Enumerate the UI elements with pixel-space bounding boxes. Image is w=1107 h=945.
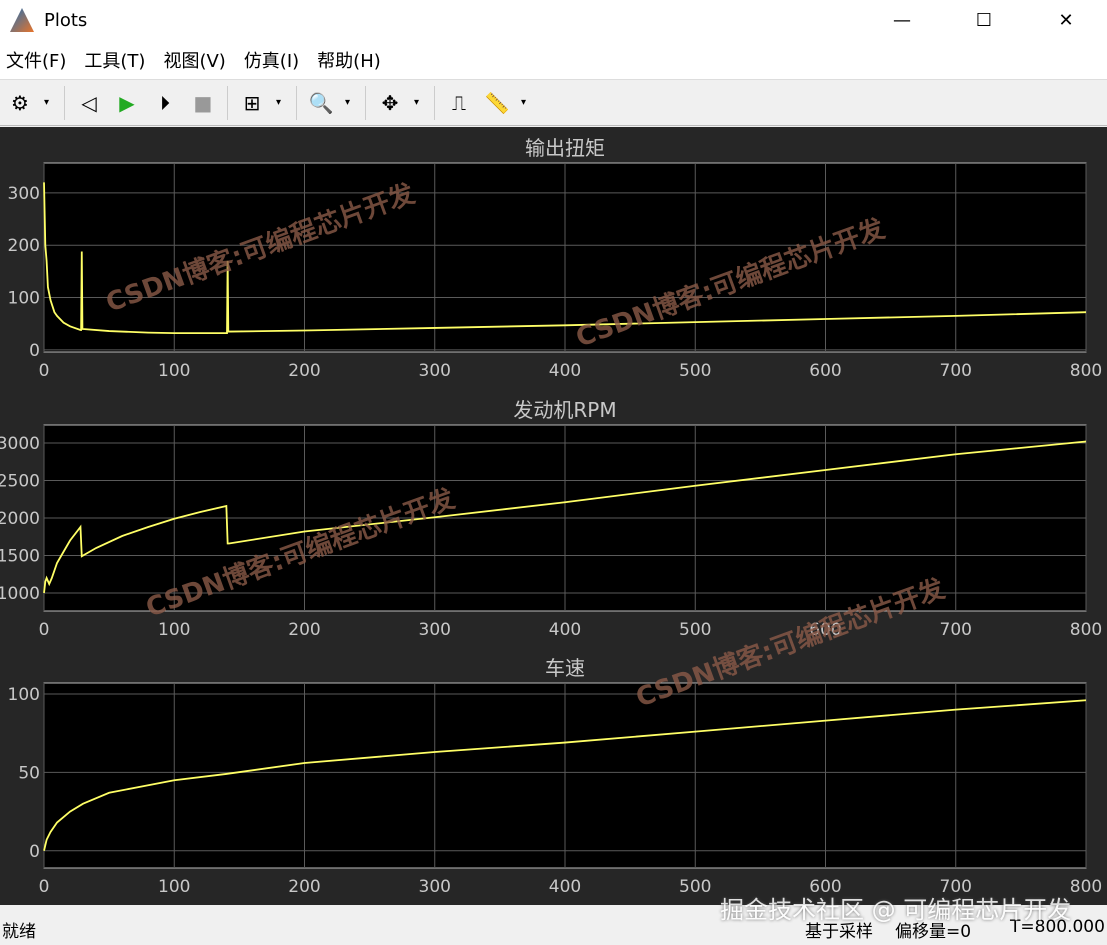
x-tick-label: 300 bbox=[419, 877, 451, 897]
x-tick-label: 200 bbox=[288, 620, 320, 640]
x-tick-label: 0 bbox=[39, 361, 50, 381]
x-tick-label: 600 bbox=[809, 361, 841, 381]
status-offset: 偏移量=0 bbox=[895, 922, 972, 942]
title-bar: Plots — ☐ ✕ bbox=[0, 0, 1107, 40]
x-tick-label: 800 bbox=[1070, 877, 1102, 897]
y-tick-label: 0 bbox=[29, 842, 40, 862]
step-forward-icon[interactable]: ⏵ bbox=[160, 90, 170, 115]
status-bar: 就绪 基于采样 偏移量=0 T=800.000 bbox=[0, 905, 1107, 945]
x-tick-label: 700 bbox=[940, 620, 972, 640]
x-tick-label: 800 bbox=[1070, 620, 1102, 640]
minimize-button[interactable]: — bbox=[893, 9, 911, 31]
y-tick-label: 100 bbox=[8, 685, 40, 705]
menu-view[interactable]: 视图(V) bbox=[163, 50, 226, 72]
dropdown-arrow-icon[interactable]: ▾ bbox=[44, 97, 50, 108]
x-tick-label: 500 bbox=[679, 620, 711, 640]
x-tick-label: 500 bbox=[679, 877, 711, 897]
measure-icon[interactable]: 📏 bbox=[484, 90, 510, 115]
x-tick-label: 300 bbox=[419, 620, 451, 640]
settings-icon[interactable]: ⚙ bbox=[11, 90, 29, 115]
menu-tools[interactable]: 工具(T) bbox=[84, 50, 146, 72]
y-tick-label: 300 bbox=[8, 184, 40, 204]
x-tick-label: 500 bbox=[679, 361, 711, 381]
chart-title: 车速 bbox=[545, 656, 585, 680]
status-ready: 就绪 bbox=[2, 922, 36, 942]
chart-2: 车速 0 100 200 300 400 500 600 700 800 0 50 100 bbox=[8, 656, 1103, 897]
toolbar-separator bbox=[365, 85, 366, 120]
x-tick-label: 300 bbox=[419, 361, 451, 381]
x-tick-label: 400 bbox=[549, 361, 581, 381]
close-button[interactable]: ✕ bbox=[1058, 9, 1074, 31]
stop-icon[interactable]: ■ bbox=[193, 90, 213, 115]
series-line bbox=[43, 440, 1087, 594]
x-tick-label: 100 bbox=[158, 877, 190, 897]
series-line bbox=[43, 699, 1087, 851]
y-tick-label: 3000 bbox=[0, 434, 40, 454]
x-tick-label: 200 bbox=[288, 361, 320, 381]
highlight-block-icon[interactable]: ⊞ bbox=[243, 90, 261, 115]
x-tick-label: 0 bbox=[39, 877, 50, 897]
y-tick-label: 2000 bbox=[0, 509, 40, 529]
chart-title: 输出扭矩 bbox=[525, 136, 605, 160]
dropdown-arrow-icon[interactable]: ▾ bbox=[276, 97, 282, 108]
y-tick-label: 200 bbox=[8, 236, 40, 256]
chart-0: 输出扭矩 0 100 200 300 400 500 600 700 800 0 100 200 300 bbox=[8, 136, 1103, 381]
triggers-icon[interactable]: ⎍ bbox=[452, 90, 466, 115]
window-title: Plots bbox=[44, 9, 88, 31]
step-back-icon[interactable]: ◁ bbox=[81, 90, 97, 115]
x-tick-label: 100 bbox=[158, 620, 190, 640]
toolbar: ⚙ ▾ ◁ ▶ ⏵ ■ ⊞ ▾ 🔍 ▾ ✥ ▾ ⎍ 📏 ▾ bbox=[0, 80, 1107, 126]
footer-watermark: 掘金技术社区 @ 可编程芯片开发 bbox=[720, 896, 1072, 924]
x-tick-label: 100 bbox=[158, 361, 190, 381]
status-mode: 基于采样 bbox=[805, 922, 873, 942]
x-tick-label: 200 bbox=[288, 877, 320, 897]
toolbar-separator bbox=[227, 85, 228, 120]
y-tick-label: 1000 bbox=[0, 584, 40, 604]
menu-file[interactable]: 文件(F) bbox=[6, 50, 67, 72]
x-tick-label: 600 bbox=[809, 877, 841, 897]
toolbar-separator bbox=[296, 85, 297, 120]
y-tick-label: 1500 bbox=[0, 547, 40, 567]
maximize-button[interactable]: ☐ bbox=[975, 9, 993, 31]
plot-area: 输出扭矩 0 100 200 300 400 500 600 700 800 0 100 200 300 发… bbox=[0, 127, 1107, 905]
dropdown-arrow-icon[interactable]: ▾ bbox=[345, 97, 351, 108]
run-icon[interactable]: ▶ bbox=[119, 90, 135, 115]
y-tick-label: 50 bbox=[18, 763, 40, 783]
y-tick-label: 100 bbox=[8, 289, 40, 309]
x-tick-label: 400 bbox=[549, 620, 581, 640]
matlab-logo-icon bbox=[10, 8, 34, 32]
x-tick-label: 700 bbox=[940, 877, 972, 897]
toolbar-separator bbox=[434, 85, 435, 120]
x-tick-label: 700 bbox=[940, 361, 972, 381]
x-tick-label: 400 bbox=[549, 877, 581, 897]
fit-view-icon[interactable]: ✥ bbox=[381, 90, 399, 115]
series-line bbox=[43, 182, 1087, 335]
zoom-in-icon[interactable]: 🔍 bbox=[308, 90, 334, 115]
dropdown-arrow-icon[interactable]: ▾ bbox=[414, 97, 420, 108]
status-time: T=800.000 bbox=[1010, 917, 1105, 937]
y-tick-label: 0 bbox=[29, 341, 40, 361]
chart-1: 发动机RPM 0 100 200 300 400 500 600 700 800 1000 1500 2… bbox=[0, 398, 1102, 640]
dropdown-arrow-icon[interactable]: ▾ bbox=[521, 97, 527, 108]
x-tick-label: 0 bbox=[39, 620, 50, 640]
menu-help[interactable]: 帮助(H) bbox=[317, 50, 381, 72]
menu-simulation[interactable]: 仿真(I) bbox=[243, 50, 300, 72]
x-tick-label: 600 bbox=[809, 620, 841, 640]
toolbar-separator bbox=[64, 85, 65, 120]
y-tick-label: 2500 bbox=[0, 472, 40, 492]
menu-bar: 文件(F) 工具(T) 视图(V) 仿真(I) 帮助(H) bbox=[0, 40, 1107, 80]
chart-title: 发动机RPM bbox=[513, 398, 616, 422]
x-tick-label: 800 bbox=[1070, 361, 1102, 381]
